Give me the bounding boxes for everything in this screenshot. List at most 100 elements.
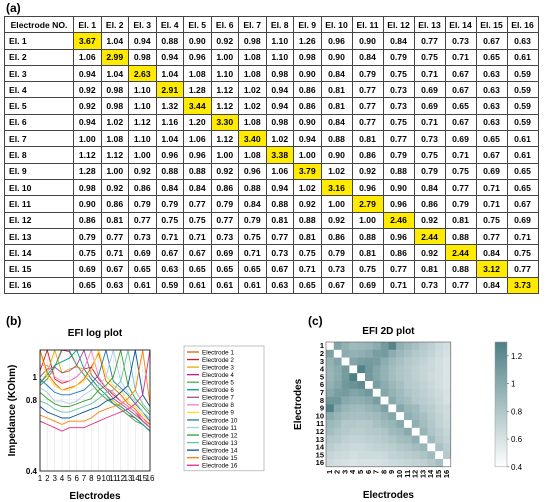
line-series [40,350,150,432]
heatmap-cell [411,412,420,421]
heatmap-cell [365,396,373,405]
table-cell: 0.84 [413,178,446,197]
table-cell: 0.77 [210,211,239,229]
table-cell: 0.96 [382,227,415,246]
line-chart-xtick-label: 11 [109,474,118,483]
line-chart-xtick-label: 2 [45,474,50,483]
heatmap-cell [341,396,350,405]
table-row-header: El. 7 [4,130,74,148]
table-row: El. 2 1.06 2.99 0.98 0.94 0.96 1.00 1.08 1.10 0.9… [4,48,539,66]
heatmap-cell [427,427,436,436]
heatmap-cell [349,381,358,389]
table-cell: 0.88 [155,162,184,180]
table-cell: 0.73 [444,32,477,50]
heatmap-cell [372,443,381,452]
heatmap-cell [365,342,373,350]
heatmap-cell [365,349,373,358]
table-cell: 0.96 [155,146,184,164]
heatmap-cell [388,381,397,389]
table-cell: 0.94 [155,48,184,66]
heatmap-cell [396,373,405,382]
heatmap-cell [411,365,420,374]
table-cell: 0.79 [382,48,415,66]
colorbar-tick-label: 0.4 [511,463,523,472]
heatmap-cell [419,365,428,374]
heatmap-cell [357,381,366,389]
colorbar-tick-label: 1.2 [511,352,523,361]
heatmap-cell [349,349,358,358]
heatmap-xtick-label: 11 [403,470,412,478]
heatmap-cell [380,357,389,366]
heatmap-cell [427,443,436,452]
table-cell: 0.69 [444,130,477,148]
table-cell: 0.84 [155,178,184,197]
heatmap-cell [380,396,389,405]
table-cell: 0.71 [506,227,539,246]
heatmap-cell [341,427,350,436]
heatmap-cell [435,342,444,350]
table-cell: 0.92 [413,244,446,262]
heatmap-cell [372,420,381,428]
heatmap-xtick-label: 13 [418,470,427,478]
table-cell: 1.04 [100,64,129,83]
table-row: El. 10 0.98 0.92 0.86 0.84 0.84 0.86 0.88 0.94 1.… [4,178,539,197]
heatmap-cell [341,373,350,382]
heatmap-cell [333,427,342,436]
heatmap-cell [435,427,444,436]
table-row: El. 14 0.75 0.71 0.69 0.67 0.67 0.69 0.71 0.73 0.… [4,244,539,262]
table-cell: 0.90 [320,48,353,66]
table-cell: 0.98 [265,64,294,83]
table-cell: 0.81 [413,260,446,278]
table-cell: 0.90 [183,32,212,50]
heatmap-cell [396,357,405,366]
table-cell: 0.61 [128,276,157,295]
heatmap-cell [372,342,381,350]
table-cell: 0.86 [293,97,322,115]
heatmap-cell [388,388,397,397]
heatmap-cell [357,373,366,382]
heatmap-cell [427,373,436,382]
table-cell: 0.63 [475,64,508,83]
line-chart-ytick-label: 1 [33,373,38,382]
table-cell: 0.63 [100,276,129,295]
line-chart-title: EFI log plot [68,328,123,339]
table-cell: 0.69 [128,244,157,262]
table-cell: 1.06 [183,130,212,148]
table-corner-header: Electrode NO. [4,15,74,34]
heatmap-cell [326,342,334,350]
table-cell-diagonal: 3.44 [183,97,212,115]
heatmap-cell [435,443,444,452]
heatmap-cell [349,404,358,413]
table-cell-diagonal: 2.44 [413,227,446,246]
heatmap-cell [372,381,381,389]
heatmap-cell [427,435,436,444]
table-cell: 0.92 [210,32,239,50]
table-cell: 0.67 [265,260,294,278]
heatmap-cell [372,396,381,405]
table-cell: 0.86 [210,178,239,197]
table-cell: 0.71 [183,227,212,246]
table-cell: 0.79 [238,211,267,229]
table-cell: 0.77 [351,81,384,99]
heatmap-cell [349,357,358,366]
table-cell: 0.65 [238,260,267,278]
table-cell: 0.79 [382,146,415,164]
table-cell: 0.71 [155,227,184,246]
heatmap-cell [333,373,342,382]
table-cell-diagonal: 2.79 [351,195,384,213]
heatmap-cell [349,365,358,374]
heatmap-cell [365,404,373,413]
heatmap-cell [411,420,420,428]
table-row-header: El. 1 [4,32,74,50]
table-cell: 1.28 [73,162,102,180]
heatmap-cell [341,388,350,397]
heatmap-cell [380,420,389,428]
table-cell: 0.79 [155,195,184,213]
heatmap-cell [341,357,350,366]
table-row: El. 12 0.86 0.81 0.77 0.75 0.75 0.77 0.79 0.81 0.… [4,211,539,229]
heatmap-cell [349,435,358,444]
legend-entry: Electrode 7 [202,395,234,402]
line-chart-frame [39,349,151,472]
heatmap-cell [365,365,373,374]
efi-2d-plot: EFI 2D plot12345678910111213141516123456… [293,326,523,501]
